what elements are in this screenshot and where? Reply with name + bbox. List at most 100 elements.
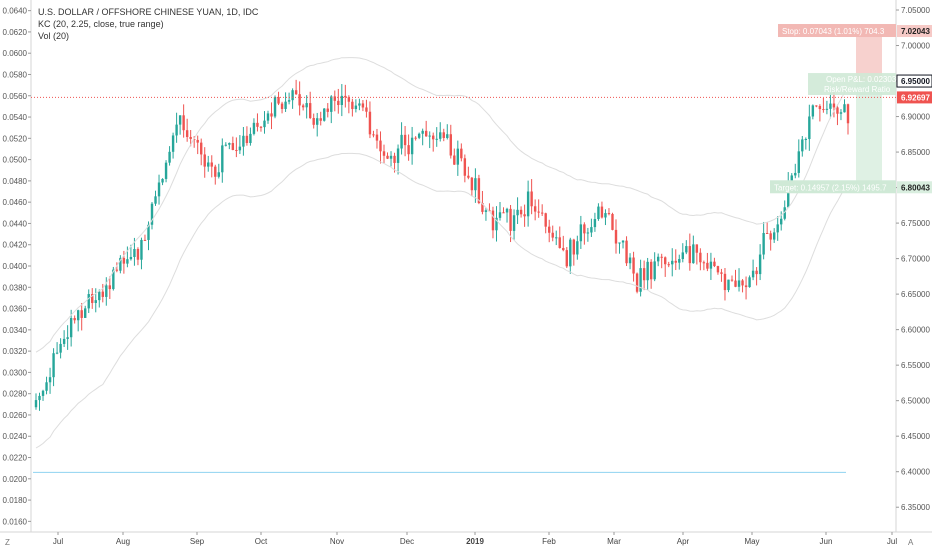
candle-body <box>200 142 203 155</box>
symbol-title[interactable]: U.S. DOLLAR / OFFSHORE CHINESE YUAN, 1D,… <box>38 7 259 17</box>
pnl-label-box[interactable] <box>808 73 896 96</box>
candle-body <box>678 259 681 263</box>
candle-body <box>667 264 670 266</box>
chart-legend: U.S. DOLLAR / OFFSHORE CHINESE YUAN, 1D,… <box>38 6 258 42</box>
candle-body <box>294 90 298 95</box>
candle-body <box>723 273 727 291</box>
candle-body <box>790 175 793 184</box>
candle-body <box>249 133 252 144</box>
candle-body <box>45 382 48 391</box>
candle-body <box>776 224 779 233</box>
candle-body <box>277 97 280 104</box>
current-price-badge-box <box>897 91 932 104</box>
candle-body <box>523 214 526 217</box>
candle-body <box>456 148 460 165</box>
candle-body <box>407 145 410 155</box>
stop-zone[interactable] <box>856 31 882 82</box>
volume-indicator-label[interactable]: Vol (20) <box>38 31 70 41</box>
candle-body <box>460 148 463 159</box>
candle-body <box>337 100 340 106</box>
open-pnl-label: Open P&L: 0.02303, 0 <box>826 75 906 84</box>
time-tick-label: Feb <box>542 537 556 546</box>
target-label: Target: 0.14957 (2.15%) 1495.7 <box>774 183 887 192</box>
risk-reward-label: Risk/Reward Ratio <box>824 85 891 94</box>
candle-body <box>98 291 101 301</box>
candle-body <box>509 208 512 231</box>
candle-body <box>600 206 604 218</box>
right-corner-label[interactable]: A <box>908 538 914 547</box>
left-tick-label: 0.0500 <box>3 156 28 165</box>
left-tick-label: 0.0480 <box>3 177 28 186</box>
time-tick-label: Jun <box>820 537 833 546</box>
left-tick-label: 0.0240 <box>3 432 28 441</box>
candle-body <box>312 117 315 125</box>
candle-body <box>646 261 649 281</box>
candle-body <box>400 134 403 149</box>
candle-body <box>744 285 748 288</box>
target-label-box[interactable] <box>770 180 896 194</box>
candle-body <box>713 261 716 267</box>
candle-body <box>122 257 126 264</box>
right-tick-label: 6.45000 <box>901 432 930 441</box>
candle-body <box>157 182 161 197</box>
candle-body <box>804 139 808 141</box>
candle-body <box>305 103 308 108</box>
candle-body <box>235 149 238 151</box>
candle-body <box>530 191 533 207</box>
candle-body <box>266 113 270 121</box>
left-price-scale[interactable] <box>0 0 31 550</box>
time-tick-label: Dec <box>400 537 414 546</box>
candle-body <box>48 377 52 383</box>
candle-body <box>414 137 417 139</box>
right-tick-label: 6.40000 <box>901 468 930 477</box>
candle-body <box>453 155 456 165</box>
candle-body <box>308 103 312 118</box>
stop-price-badge: 7.02043 <box>901 27 930 36</box>
left-tick-label: 0.0620 <box>3 28 28 37</box>
stop-label-box[interactable] <box>778 24 896 38</box>
candle-body <box>681 252 684 260</box>
left-tick-label: 0.0320 <box>3 347 28 356</box>
candle-body <box>372 134 375 136</box>
candle-body <box>393 155 396 163</box>
time-tick-label: Sep <box>190 537 205 546</box>
candle-body <box>333 96 336 101</box>
candle-body <box>196 139 199 143</box>
kc-indicator-label[interactable]: KC (20, 2.25, close, true range) <box>38 19 164 29</box>
time-tick-label: Jul <box>53 537 63 546</box>
candle-body <box>537 211 540 213</box>
candle-body <box>69 318 73 338</box>
candle-body <box>224 144 228 146</box>
candle-body <box>133 248 136 257</box>
candle-body <box>389 155 393 159</box>
candle-body <box>548 226 551 233</box>
candle-body <box>495 217 498 231</box>
candle-body <box>625 240 628 264</box>
candle-body <box>533 206 537 212</box>
target-zone[interactable] <box>856 81 882 188</box>
candle-body <box>660 256 663 258</box>
left-corner-label[interactable]: Z <box>5 538 10 547</box>
candle-body <box>491 210 495 231</box>
candle-body <box>344 95 347 98</box>
candle-body <box>446 134 449 138</box>
candle-body <box>62 338 66 344</box>
candle-body <box>221 145 224 173</box>
entry-price-badge: 6.95000 <box>901 77 930 86</box>
time-tick-label: Nov <box>330 537 344 546</box>
candle-body <box>330 96 333 112</box>
left-tick-label: 0.0600 <box>3 49 28 58</box>
candle-body <box>435 138 438 140</box>
candle-body <box>583 224 586 234</box>
candle-body <box>579 224 583 242</box>
entry-price-badge-box <box>897 75 932 88</box>
candle-body <box>688 246 692 264</box>
candle-body <box>210 162 213 167</box>
candle-body <box>635 273 639 292</box>
candle-body <box>379 140 382 152</box>
time-tick-label: Oct <box>255 537 268 546</box>
candle-body <box>256 122 259 127</box>
time-tick-label: 2019 <box>466 537 484 546</box>
